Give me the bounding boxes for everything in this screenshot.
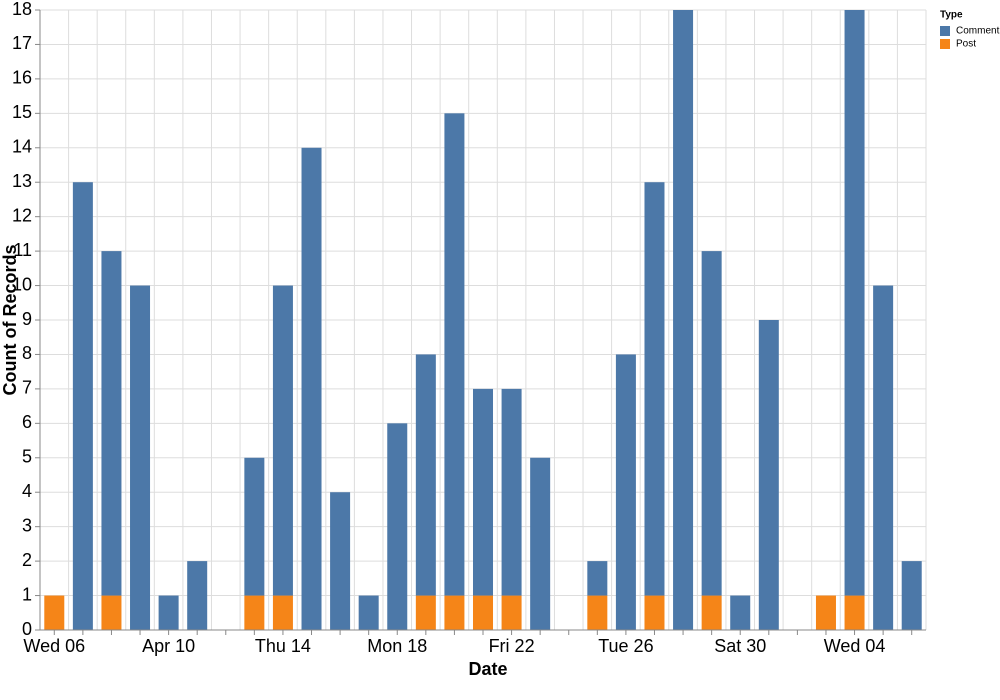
bar [815,595,836,630]
bar [758,320,779,630]
bar [873,285,894,630]
y-tick-label: 5 [22,447,32,467]
bar [701,595,722,630]
y-tick-label: 12 [12,205,32,225]
y-tick-label: 7 [22,378,32,398]
y-tick-label: 9 [22,309,32,329]
bar [644,182,665,596]
y-tick-label: 14 [12,137,32,157]
bar [530,457,551,630]
y-tick-label: 2 [22,550,32,570]
bar [844,595,865,630]
x-tick-label: Fri 22 [489,636,535,656]
bar [130,285,151,630]
bar [330,492,351,630]
y-axis-title: Count of Records [0,245,20,396]
legend-title: Type [940,10,963,21]
bar [673,10,694,630]
x-tick-label: Mon 18 [367,636,427,656]
x-tick-label: Apr 10 [142,636,195,656]
y-tick-label: 4 [22,481,32,501]
x-axis-title: Date [468,659,507,679]
bar [187,561,208,630]
y-tick-label: 1 [22,584,32,604]
bar [272,595,293,630]
bar [358,595,379,630]
bar [158,595,179,630]
bar [501,595,522,630]
y-tick-label: 0 [22,619,32,639]
bar [244,457,265,596]
bar [444,595,465,630]
bar [301,147,322,630]
bar [901,561,922,630]
y-tick-label: 8 [22,343,32,363]
y-tick-label: 13 [12,171,32,191]
x-tick-label: Thu 14 [255,636,311,656]
legend-label: Comment [956,26,1000,37]
bar [472,388,494,596]
bar [701,251,722,596]
y-tick-label: 10 [12,274,32,294]
bar [415,354,436,596]
y-tick-label: 16 [12,68,32,88]
y-tick-label: 17 [12,33,32,53]
bar [844,10,865,596]
bar [415,595,436,630]
legend-label: Post [956,39,976,50]
bar [444,113,465,596]
bar [387,423,408,630]
bar [587,595,608,630]
bar [244,595,265,630]
y-tick-label: 6 [22,412,32,432]
x-tick-label: Tue 26 [598,636,653,656]
x-tick-label: Sat 30 [714,636,766,656]
bar [644,595,665,630]
legend-swatch [940,39,950,49]
bar [44,595,65,630]
bar [730,595,751,630]
bar [101,595,122,630]
bar [101,251,122,596]
bar [615,354,636,630]
y-tick-label: 11 [13,240,32,260]
x-tick-label: Wed 06 [23,636,85,656]
bar [587,561,608,596]
y-tick-label: 18 [12,0,32,19]
bar [472,595,494,630]
bar [501,388,522,596]
x-tick-label: Wed 04 [824,636,886,656]
y-tick-label: 3 [22,515,32,535]
legend-swatch [940,26,950,36]
bar [272,285,293,596]
y-tick-label: 15 [12,102,32,122]
bar [72,182,93,630]
